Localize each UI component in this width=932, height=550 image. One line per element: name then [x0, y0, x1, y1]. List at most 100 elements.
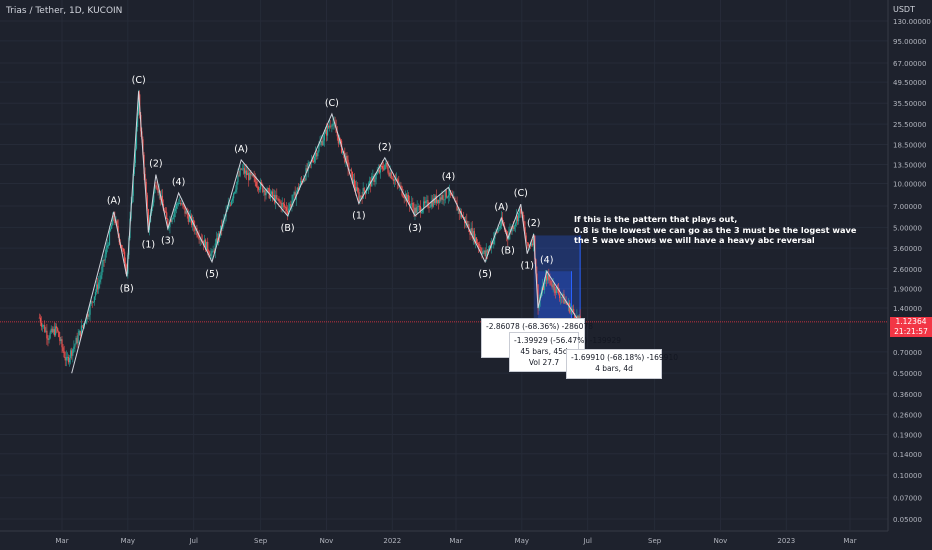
candle-body — [387, 166, 389, 173]
x-tick-label: Jul — [582, 537, 592, 545]
candle-body — [272, 194, 275, 197]
candle-body — [551, 284, 553, 288]
candle-body — [95, 284, 98, 293]
candle-body — [475, 237, 478, 243]
candle-body — [486, 250, 488, 253]
candle-body — [74, 344, 76, 347]
candle-body — [469, 232, 471, 235]
y-tick-label: 0.26000 — [893, 412, 922, 420]
candle-body — [271, 191, 274, 197]
candle-body — [511, 225, 513, 232]
measure-zone[interactable] — [538, 271, 572, 324]
measure-box-3-bars: 4 bars, 4d — [595, 364, 633, 373]
x-tick-label: Jul — [188, 537, 198, 545]
candle-body — [166, 212, 168, 219]
candle-body — [51, 328, 53, 333]
wave-label: (B) — [281, 223, 295, 234]
wave-label: (A) — [234, 144, 248, 155]
candle-body — [476, 242, 479, 245]
candle-body — [89, 304, 91, 315]
candle-body — [529, 244, 532, 246]
candle-body — [235, 189, 237, 192]
candle-body — [440, 197, 442, 200]
candle-body — [57, 328, 59, 332]
candle-body — [426, 200, 428, 201]
y-tick-label: 3.60000 — [893, 245, 922, 253]
candle-body — [366, 188, 369, 191]
y-tick-label: 49.50000 — [893, 79, 926, 87]
candle-body — [231, 198, 234, 201]
candle-body — [255, 181, 257, 187]
candle-body — [284, 206, 287, 208]
candle-body — [56, 326, 58, 329]
y-tick-label: 10.00000 — [893, 180, 926, 188]
candle-body — [355, 186, 357, 191]
candle-body — [568, 302, 570, 313]
candle-body — [210, 253, 212, 257]
candle-body — [125, 262, 127, 269]
candle-body — [311, 160, 314, 162]
candle-body — [78, 330, 80, 336]
y-tick-label: 130.00000 — [893, 18, 931, 26]
candle-body — [550, 280, 552, 285]
measure-box-2-vol: Vol 27.7 — [528, 358, 560, 367]
candle-body — [46, 330, 48, 339]
candle-body — [168, 227, 170, 228]
candle-body — [408, 201, 411, 206]
analysis-note: If this is the pattern that plays out, 0… — [574, 214, 874, 246]
candle-body — [323, 133, 325, 141]
candle-body — [522, 212, 524, 222]
elliott-wave-line[interactable] — [71, 91, 581, 374]
measure-box-3[interactable]: -1.69910 (-68.18%) -169910 4 bars, 4d — [566, 349, 678, 379]
candle-body — [111, 225, 113, 229]
candle-body — [560, 297, 562, 299]
candle-body — [199, 238, 201, 240]
candle-body — [322, 140, 324, 146]
candle-body — [165, 211, 167, 213]
candle-body — [386, 162, 388, 167]
candle-body — [479, 246, 481, 248]
candle-body — [484, 250, 486, 257]
candle-body — [328, 126, 330, 128]
wave-label: (2) — [527, 218, 540, 229]
candle-body — [555, 286, 557, 294]
candle-body — [296, 187, 298, 193]
candle-body — [116, 220, 118, 226]
candle-body — [536, 273, 538, 285]
candle-body — [230, 200, 233, 205]
candle-body — [381, 165, 384, 169]
wave-label: (2) — [378, 142, 391, 153]
candle-body — [173, 211, 175, 217]
candle-body — [274, 194, 276, 203]
candle-body — [152, 202, 154, 208]
candle-body — [280, 202, 282, 208]
x-tick-label: Sep — [648, 537, 662, 545]
candle-body — [478, 244, 480, 247]
candle-body — [45, 330, 47, 332]
candle-body — [243, 168, 246, 174]
candle-body — [40, 322, 43, 327]
candle-body — [264, 190, 266, 196]
candle-body — [512, 225, 514, 230]
candle-body — [104, 254, 106, 261]
candle-body — [519, 208, 521, 214]
candle-body — [506, 230, 508, 236]
candle-body — [156, 185, 158, 190]
candle-body — [349, 169, 351, 171]
candle-body — [269, 193, 271, 199]
candle-body — [161, 195, 163, 204]
candle-body — [527, 243, 529, 247]
candle-body — [370, 180, 372, 187]
candle-body — [283, 204, 285, 207]
candle-body — [365, 190, 368, 194]
candle-body — [282, 202, 284, 205]
note-line-1: If this is the pattern that plays out, — [574, 214, 738, 224]
candle-body — [68, 357, 71, 363]
x-tick-label: Mar — [449, 537, 462, 545]
candle-body — [497, 228, 499, 233]
candle-body — [288, 208, 290, 214]
candle-body — [421, 209, 424, 213]
candle-body — [60, 339, 62, 341]
candle-body — [441, 195, 443, 200]
